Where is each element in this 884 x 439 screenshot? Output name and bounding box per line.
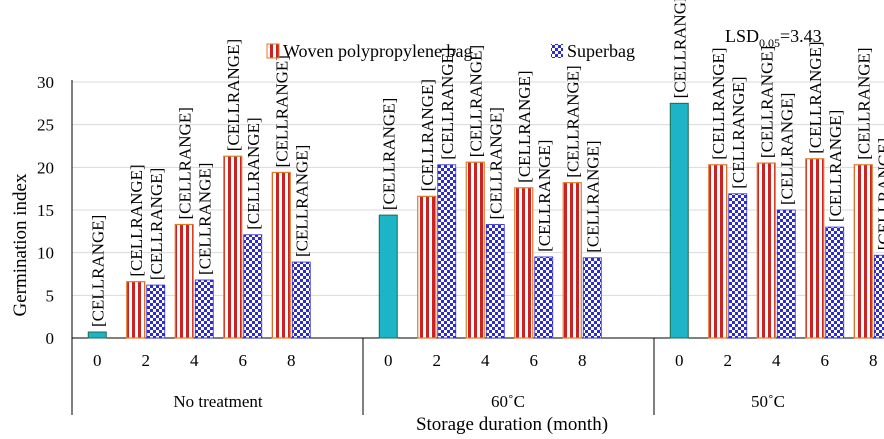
x-tick-label: 8	[869, 351, 878, 370]
x-tick-label: 4	[190, 351, 199, 370]
y-tick-label: 25	[37, 116, 54, 135]
tick-labels: 0 5 10 15 20 25 30 0 2 4 6 8 No treatment 0 2 4 6 8 60˚C 0 2…	[37, 73, 878, 411]
bar-woven	[174, 223, 194, 339]
legend-swatch-woven	[266, 43, 280, 59]
x-tick-label: 6	[239, 351, 248, 370]
bar-superbag	[776, 209, 796, 339]
bar-superbag	[291, 261, 311, 339]
bar-woven	[465, 161, 485, 339]
bar-woven	[562, 182, 582, 339]
x-tick-label: 0	[675, 351, 684, 370]
lsd-label: LSD	[725, 26, 759, 46]
bars	[87, 102, 884, 339]
data-label: [CELLRANGE]	[709, 47, 728, 159]
data-label: [CELLRANGE]	[826, 110, 845, 222]
data-label: [CELLRANGE]	[244, 117, 263, 229]
bar-superbag	[243, 234, 263, 339]
x-axis-title: Storage duration (month)	[416, 414, 608, 435]
bar-control	[378, 214, 398, 339]
legend: Woven polypropylene bag Superbag	[266, 41, 635, 61]
y-tick-label: 5	[46, 286, 55, 305]
data-label: [CELLRANGE]	[854, 47, 873, 159]
data-label: [CELLRANGE]	[147, 168, 166, 280]
lsd-subscript: 0.05	[759, 36, 780, 50]
bar-woven	[708, 164, 728, 339]
x-tick-label: 8	[287, 351, 296, 370]
data-label: [CELLRANGE]	[195, 163, 214, 275]
x-tick-label: 2	[142, 351, 151, 370]
bar-superbag	[728, 193, 748, 339]
bar-woven	[805, 158, 825, 339]
data-label: [CELLRANGE]	[777, 93, 796, 205]
legend-label-woven: Woven polypropylene bag	[283, 41, 473, 61]
data-label: [CELLRANGE]	[757, 46, 776, 158]
data-label: [CELLRANGE]	[515, 70, 534, 182]
data-label: [CELLRANGE]	[418, 79, 437, 191]
bar-woven	[223, 155, 243, 339]
legend-swatch-superbag	[551, 44, 563, 58]
data-labels: [CELLRANGE] [CELLRANGE] [CELLRANGE][CELLRA…	[88, 0, 884, 327]
bar-superbag	[825, 226, 845, 339]
data-label: [CELLRANGE]	[438, 47, 457, 159]
data-label: [CELLRANGE]	[670, 0, 689, 98]
data-label: [CELLRANGE]	[729, 76, 748, 188]
group-label: No treatment	[173, 392, 262, 411]
bar-superbag	[485, 224, 505, 339]
bar-control	[669, 102, 689, 339]
lsd-value: =3.43	[780, 26, 822, 46]
bar-woven	[756, 162, 776, 339]
x-tick-label: 2	[724, 351, 733, 370]
data-label: [CELLRANGE]	[175, 107, 194, 219]
y-tick-label: 0	[46, 329, 55, 348]
data-label: [CELLRANGE]	[874, 138, 884, 250]
x-tick-label: 0	[384, 351, 393, 370]
bar-superbag	[873, 254, 884, 339]
bar-woven	[853, 164, 873, 339]
data-label: [CELLRANGE]	[272, 55, 291, 167]
data-label: [CELLRANGE]	[583, 140, 602, 252]
x-tick-label: 2	[433, 351, 442, 370]
bar-woven	[514, 187, 534, 339]
lsd-annotation: LSD0.05=3.43	[725, 26, 822, 50]
legend-label-superbag: Superbag	[567, 41, 635, 61]
data-label: [CELLRANGE]	[563, 65, 582, 177]
y-tick-label: 20	[37, 158, 54, 177]
bar-superbag	[194, 279, 214, 339]
data-label: [CELLRANGE]	[224, 39, 243, 151]
bar-control	[87, 331, 107, 339]
x-tick-label: 4	[481, 351, 490, 370]
data-label: [CELLRANGE]	[466, 45, 485, 157]
data-label: [CELLRANGE]	[292, 145, 311, 257]
bar-woven	[271, 171, 291, 339]
x-tick-label: 8	[578, 351, 587, 370]
bar-woven	[417, 195, 437, 339]
bar-superbag	[534, 256, 554, 339]
data-label: [CELLRANGE]	[127, 164, 146, 276]
bar-superbag	[437, 164, 457, 339]
group-label: 60˚C	[491, 392, 525, 411]
svg-text:LSD0.05=3.43: LSD0.05=3.43	[725, 26, 822, 50]
y-axis-title: Germination index	[10, 173, 31, 316]
x-tick-label: 6	[530, 351, 539, 370]
group-label: 50˚C	[751, 392, 785, 411]
data-label: [CELLRANGE]	[806, 41, 825, 153]
x-tick-label: 6	[821, 351, 830, 370]
y-tick-label: 15	[37, 201, 54, 220]
y-tick-label: 10	[37, 244, 54, 263]
bar-superbag	[146, 284, 166, 339]
data-label: [CELLRANGE]	[379, 98, 398, 210]
y-tick-label: 30	[37, 73, 54, 92]
bar-superbag	[582, 257, 602, 339]
x-tick-label: 0	[93, 351, 102, 370]
data-label: [CELLRANGE]	[486, 107, 505, 219]
x-tick-label: 4	[772, 351, 781, 370]
data-label: [CELLRANGE]	[535, 140, 554, 252]
bar-woven	[126, 281, 146, 339]
data-label: [CELLRANGE]	[88, 215, 107, 327]
